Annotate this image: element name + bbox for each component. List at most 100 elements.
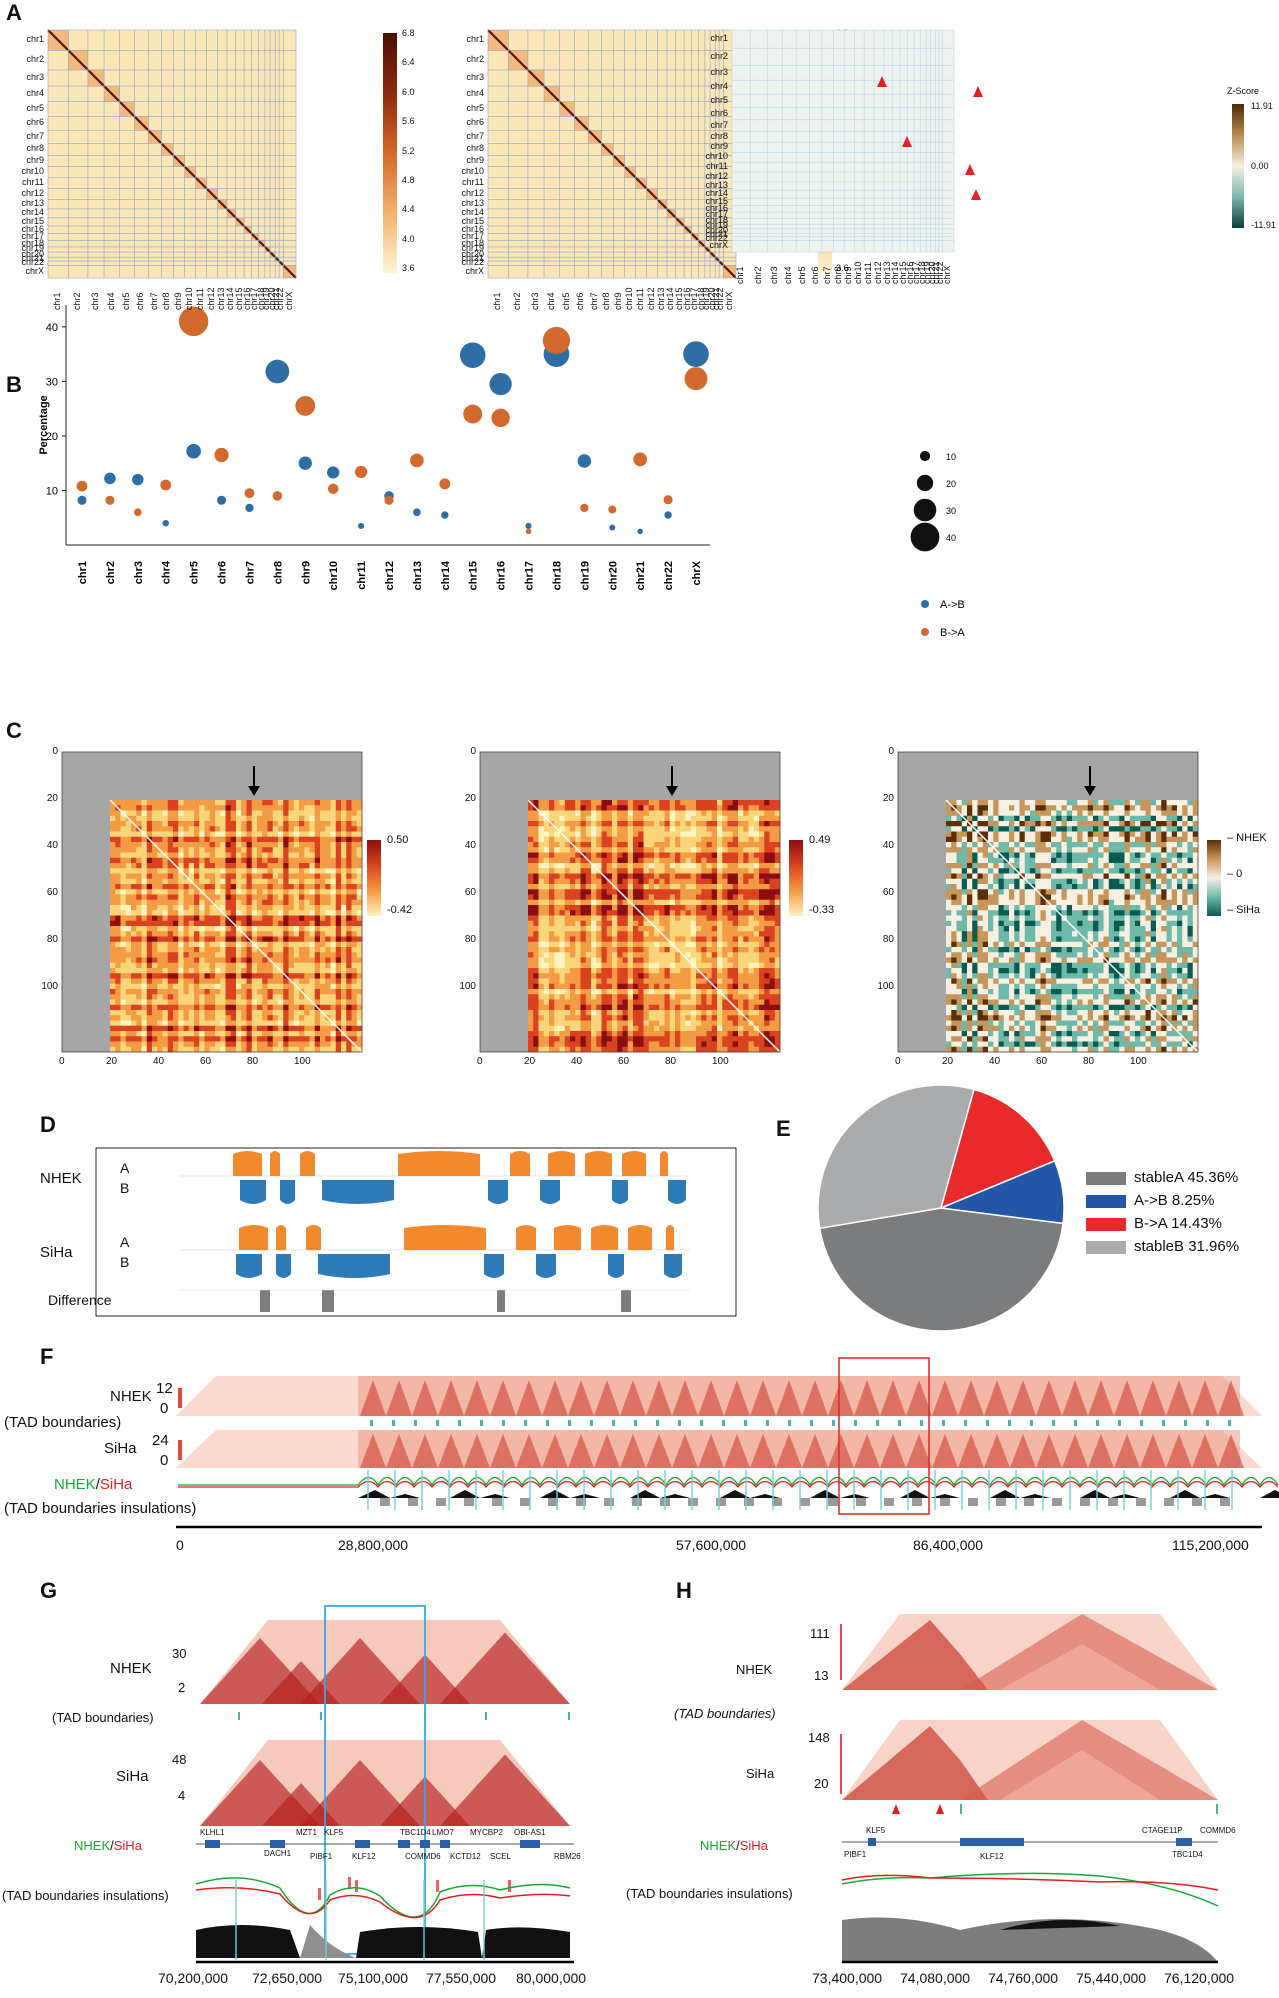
a1-xlabel-chr9: chr9 <box>172 292 183 310</box>
d-a-block <box>660 1151 668 1176</box>
b-xtick-chr5: chr5 <box>189 561 201 584</box>
h-axis-4: 76,120,000 <box>1164 1970 1235 1986</box>
c2-ytick-5: 100 <box>459 981 476 992</box>
a3-ylabel-chr17: chr17 <box>705 209 728 220</box>
b-point-B->A-chr8 <box>272 491 283 501</box>
b-point-B->A-chr6 <box>214 447 229 463</box>
a2-ylabel-chr17: chr17 <box>461 230 484 241</box>
a1-cbtick-7: 4.0 <box>402 233 415 244</box>
a2-xlabel-chr12: chr12 <box>646 287 657 310</box>
c-heatmap-3 <box>897 751 1199 1053</box>
b-xtick-chr19: chr19 <box>579 561 591 590</box>
b-point-B->A-chr20 <box>608 505 617 514</box>
z-arrow-3 <box>965 164 975 175</box>
z-tick-max: 11.91 <box>1251 101 1273 111</box>
d-b-block <box>608 1254 624 1278</box>
b-xtick-chr2: chr2 <box>105 561 117 584</box>
pie-legend-label-0: stableA 45.36% <box>1134 1169 1239 1186</box>
d-a-block <box>585 1151 612 1176</box>
b-point-B->A-chr18 <box>542 326 571 355</box>
a2-ylabel-chr14: chr14 <box>461 207 484 218</box>
g-gene-MZT1: MZT1 <box>296 1828 317 1837</box>
f-axis-1: 28,800,000 <box>338 1537 409 1553</box>
a1-xlabel-chr7: chr7 <box>148 292 159 310</box>
d-a-block <box>510 1151 530 1176</box>
d-siha-a: A <box>120 1234 130 1250</box>
b-xtick-chr9: chr9 <box>300 561 312 584</box>
b-ytick: 20 <box>46 431 58 443</box>
b-xtick-chr18: chr18 <box>551 561 563 590</box>
c1-xtick-4: 80 <box>247 1056 259 1067</box>
c3-ytick-2: 40 <box>882 840 894 851</box>
a3-xlabel-chr4: chr4 <box>783 266 794 284</box>
a3-ylabel-chr2: chr2 <box>710 50 728 61</box>
h-siha-scale-max: 148 <box>808 1730 830 1745</box>
a1-cbtick-0: 6.8 <box>402 28 415 38</box>
z-tick-zero: 0.00 <box>1251 161 1269 171</box>
g-gene-KLF5: KLF5 <box>324 1828 344 1837</box>
b-point-B->A-chr16 <box>491 408 510 428</box>
d-b-block <box>236 1254 262 1278</box>
panel-label-c: C <box>6 718 22 743</box>
a1-ylabel-chr5: chr5 <box>26 103 44 114</box>
f-ins-label: NHEK/SiHa <box>54 1476 133 1493</box>
a2-ylabel-chr11: chr11 <box>462 177 484 188</box>
a2-ylabel-chr20: chr20 <box>461 248 484 259</box>
b-ytick: 10 <box>46 485 58 497</box>
a2-ylabel-chr4: chr4 <box>466 87 484 98</box>
d-row-siha: SiHa <box>40 1244 73 1261</box>
f-siha-label: SiHa <box>104 1440 137 1457</box>
b-point-B->A-chr12 <box>384 495 394 505</box>
a2-xlabel-chr4: chr4 <box>545 292 556 310</box>
c3-cbtick-2: – SiHa <box>1227 904 1261 916</box>
f-axis-4: 115,200,000 <box>1172 1537 1249 1553</box>
a1-ylabel-chr11: chr11 <box>22 177 44 188</box>
h-axis-3: 75,440,000 <box>1076 1970 1147 1986</box>
pie-slice-stableA <box>818 1207 1064 1332</box>
a2-ylabel-chrX: chrX <box>465 265 484 276</box>
a2-ylabel-chr18: chr18 <box>461 237 484 248</box>
a1-ylabel-chr9: chr9 <box>26 154 44 165</box>
a2-ylabel-chr8: chr8 <box>466 143 484 154</box>
panel-label-d: D <box>40 1112 56 1137</box>
a3-ylabel-chr4: chr4 <box>710 81 728 92</box>
b-size-legend-label: 10 <box>946 452 956 462</box>
a2-ylabel-chr2: chr2 <box>466 54 484 65</box>
f-siha-scale-min: 0 <box>160 1452 169 1469</box>
b-xtick-chr8: chr8 <box>272 561 284 584</box>
d-b-block <box>280 1180 295 1204</box>
d-a-block <box>666 1225 674 1250</box>
a3-ylabel-chr21: chr21 <box>705 229 728 240</box>
b-point-A->B-chr6 <box>217 495 227 505</box>
b-point-A->B-chr9 <box>298 456 312 470</box>
c3-ytick-5: 100 <box>877 981 894 992</box>
panel-b-chart: 10 20 30 40 Percentage chr1 chr2 chr3 chr4 chr5 ch… <box>38 305 965 639</box>
b-xtick-chr14: chr14 <box>440 560 452 590</box>
d-b-block <box>612 1180 628 1204</box>
a1-ylabel-chrX: chrX <box>25 265 44 276</box>
a1-cbtick-3: 5.6 <box>402 116 415 127</box>
a1-xlabel-chr4: chr4 <box>105 292 116 310</box>
b-xtick-chrX: chrX <box>691 560 703 585</box>
b-point-B->A-chrX <box>684 367 708 391</box>
pie-legend-swatch-2 <box>1086 1218 1126 1231</box>
a1-xlabel-chr10: chr10 <box>184 287 195 310</box>
h-nhek-scale-min: 13 <box>814 1668 829 1683</box>
a1-cbtick-4: 5.2 <box>402 145 415 156</box>
a1-ylabel-chr18: chr18 <box>21 237 44 248</box>
b-point-A->B-chr10 <box>327 466 340 479</box>
a1-ylabel-chr14: chr14 <box>21 207 44 218</box>
g-nhek-scale-max: 30 <box>172 1646 187 1661</box>
d-nhek-b: B <box>120 1180 130 1196</box>
panel-label-g: G <box>40 1578 58 1603</box>
b-xtick-chr21: chr21 <box>635 561 647 590</box>
c3-cbtick-1: – 0 <box>1227 868 1243 880</box>
a1-ylabel-chr16: chr16 <box>21 223 44 234</box>
c-heatmap-1 <box>61 751 363 1053</box>
a3-ylabel-chr19: chr19 <box>705 220 728 231</box>
b-point-B->A-chr19 <box>580 503 589 513</box>
b-point-B->A-chr3 <box>133 508 142 517</box>
z-arrow-1 <box>973 86 983 97</box>
a2-ylabel-chr10: chr10 <box>461 166 484 177</box>
g-siha-scale-max: 48 <box>172 1752 187 1767</box>
